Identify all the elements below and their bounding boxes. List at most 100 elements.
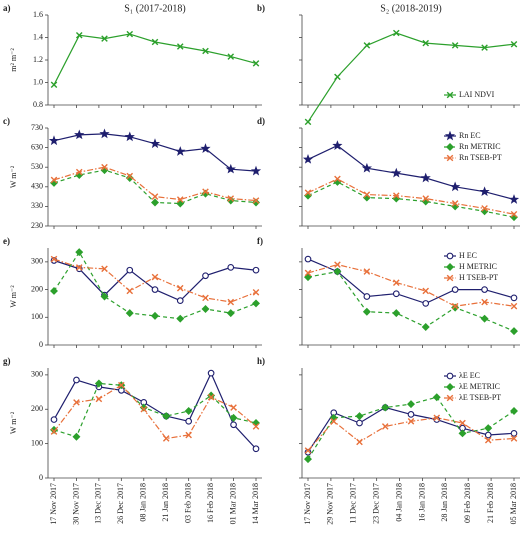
marker xyxy=(100,292,109,301)
series-line xyxy=(53,371,257,450)
marker xyxy=(227,264,235,271)
marker xyxy=(202,294,209,302)
marker xyxy=(252,445,260,453)
marker xyxy=(252,266,260,274)
y-tick-label: 0.8 xyxy=(33,100,43,109)
marker xyxy=(356,419,363,427)
marker xyxy=(125,174,134,182)
y-tick-label: 300 xyxy=(31,257,43,266)
marker xyxy=(422,195,430,202)
marker xyxy=(479,186,490,197)
marker xyxy=(151,38,159,46)
series-line xyxy=(307,258,515,305)
marker xyxy=(330,417,338,425)
marker xyxy=(481,205,488,212)
y-tick-label: 1.6 xyxy=(33,10,43,19)
x-tick-label: 13 Dec 2017 xyxy=(94,483,103,524)
marker xyxy=(392,192,400,199)
marker xyxy=(252,423,260,430)
legend-marker xyxy=(446,263,454,271)
legend-marker xyxy=(444,130,456,141)
legend-marker xyxy=(446,91,454,99)
marker xyxy=(484,431,492,439)
marker xyxy=(151,193,159,200)
marker xyxy=(252,299,260,308)
legend-marker xyxy=(446,274,454,282)
legend-label: Rn METRIC xyxy=(459,142,501,151)
legend-label: Rn EC xyxy=(459,131,481,140)
marker xyxy=(422,287,430,295)
marker xyxy=(202,47,209,55)
marker xyxy=(185,417,193,425)
marker xyxy=(126,287,134,295)
x-tick-label: 08 Jan 2018 xyxy=(139,483,148,522)
marker xyxy=(363,191,371,198)
marker xyxy=(459,419,466,427)
marker xyxy=(201,304,210,313)
marker xyxy=(392,309,401,318)
marker xyxy=(176,314,185,323)
marker xyxy=(510,327,518,336)
marker xyxy=(304,189,312,196)
legend-marker xyxy=(446,143,454,151)
panel-label: h) xyxy=(257,356,265,366)
series-line xyxy=(53,382,257,438)
marker xyxy=(149,138,161,149)
marker xyxy=(480,314,489,323)
marker xyxy=(481,44,488,51)
marker xyxy=(72,432,81,441)
marker xyxy=(252,197,260,204)
y-tick-label: 230 xyxy=(31,221,43,230)
marker xyxy=(334,73,341,81)
marker xyxy=(230,421,237,429)
y-tick-label: 630 xyxy=(31,142,43,151)
marker xyxy=(304,255,312,263)
marker xyxy=(407,417,415,425)
legend-label: λE TSEB-PT xyxy=(459,393,501,402)
marker xyxy=(484,424,493,433)
marker xyxy=(126,30,134,38)
marker xyxy=(508,194,520,204)
marker xyxy=(226,309,235,318)
legend-label: λE EC xyxy=(459,371,480,380)
marker xyxy=(50,176,58,184)
legend-marker xyxy=(446,154,454,162)
x-tick-label: 16 Jan 2018 xyxy=(417,483,426,522)
marker xyxy=(510,40,518,48)
marker xyxy=(407,411,415,418)
series-line xyxy=(307,181,515,218)
marker xyxy=(484,436,492,444)
x-tick-label: 21 Jan 2018 xyxy=(161,483,170,522)
legend-label: H EC xyxy=(459,251,477,260)
series-line xyxy=(307,270,515,332)
y-axis-label: W m⁻² xyxy=(9,165,18,188)
marker xyxy=(75,31,83,39)
marker xyxy=(422,300,430,307)
panel-label: d) xyxy=(257,116,265,126)
marker xyxy=(356,438,363,446)
marker xyxy=(433,414,441,422)
y-tick-label: 100 xyxy=(31,312,43,321)
marker xyxy=(50,286,58,295)
marker xyxy=(202,188,209,195)
marker xyxy=(126,266,134,274)
marker xyxy=(140,405,148,413)
marker xyxy=(252,289,260,296)
marker xyxy=(227,298,235,306)
marker xyxy=(48,135,60,146)
marker xyxy=(333,267,342,276)
marker xyxy=(75,168,83,176)
marker xyxy=(392,290,400,298)
y-axis-label: W m⁻² xyxy=(9,285,18,308)
y-tick-label: 300 xyxy=(31,370,43,379)
marker xyxy=(304,447,312,454)
y-axis-label: W m⁻² xyxy=(9,411,18,434)
x-tick-label: 29 Nov 2017 xyxy=(326,483,335,525)
series-line xyxy=(53,251,257,320)
legend-label: LAI NDVI xyxy=(459,90,495,99)
marker xyxy=(421,323,430,331)
legend-label: Rn TSEB-PT xyxy=(459,153,502,162)
marker xyxy=(451,286,459,293)
y-tick-label: 1.2 xyxy=(33,55,43,64)
marker xyxy=(94,379,103,388)
